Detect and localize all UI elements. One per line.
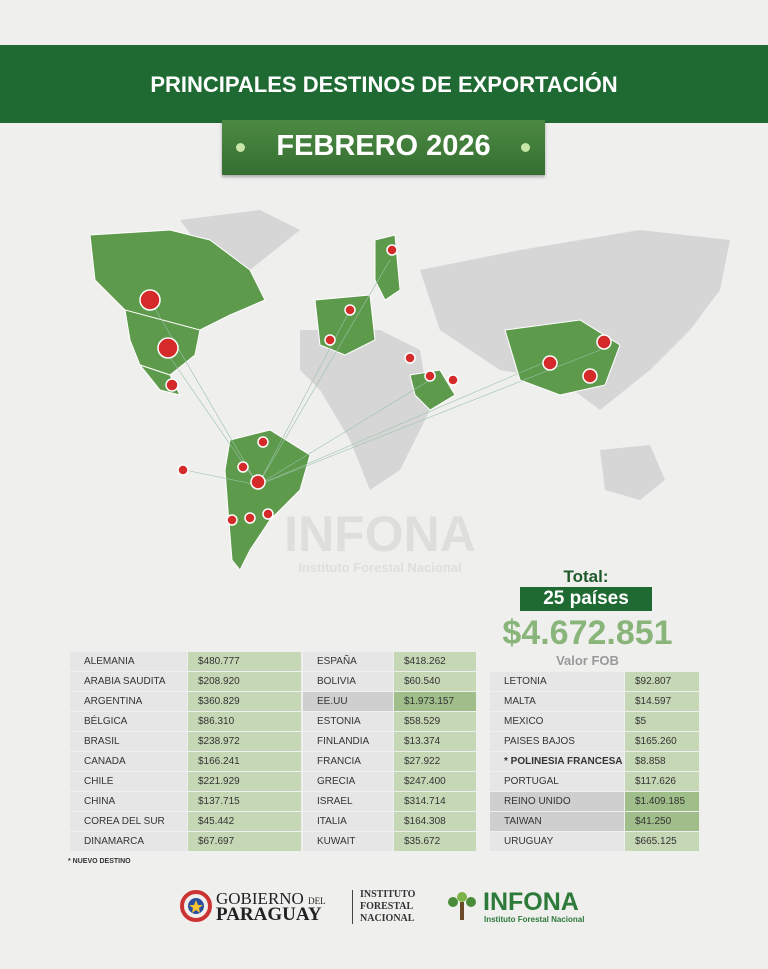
value: $418.262 xyxy=(394,652,476,671)
country: FINLANDIA xyxy=(303,732,393,751)
value: $14.597 xyxy=(625,692,699,711)
country: ITALIA xyxy=(303,812,393,831)
inst-line: FORESTAL xyxy=(360,901,414,912)
value: $164.308 xyxy=(394,812,476,831)
watermark-subtitle: Instituto Forestal Nacional xyxy=(298,560,462,575)
value: $86.310 xyxy=(188,712,301,731)
value: $360.829 xyxy=(188,692,301,711)
country: ISRAEL xyxy=(303,792,393,811)
country: COREA DEL SUR xyxy=(70,812,187,831)
value: $27.922 xyxy=(394,752,476,771)
header-band xyxy=(0,45,768,123)
country: MEXICO xyxy=(490,712,624,731)
country: ARGENTINA xyxy=(70,692,187,711)
country: MALTA xyxy=(490,692,624,711)
value: $45.442 xyxy=(188,812,301,831)
period: FEBRERO 2026 xyxy=(276,130,491,162)
country: CHILE xyxy=(70,772,187,791)
country: FRANCIA xyxy=(303,752,393,771)
country: CHINA xyxy=(70,792,187,811)
country: LETONIA xyxy=(490,672,624,691)
country: BOLIVIA xyxy=(303,672,393,691)
gov-emblem xyxy=(180,890,212,922)
value: $665.125 xyxy=(625,832,699,851)
country: KUWAIT xyxy=(303,832,393,851)
value: $221.929 xyxy=(188,772,301,791)
value: $67.697 xyxy=(188,832,301,851)
gov-del: DEL xyxy=(308,896,326,906)
value: $5 xyxy=(625,712,699,731)
country: ESPAÑA xyxy=(303,652,393,671)
value: $1.409.185 xyxy=(625,792,699,811)
title: PRINCIPALES DESTINOS DE EXPORTACIÓN xyxy=(150,72,618,97)
value: $165.260 xyxy=(625,732,699,751)
infona-sub: Instituto Forestal Nacional xyxy=(484,915,585,924)
value: $208.920 xyxy=(188,672,301,691)
unit: Valor FOB xyxy=(556,653,619,668)
value: $166.241 xyxy=(188,752,301,771)
inst-name: INSTITUTO FORESTAL NACIONAL xyxy=(360,889,415,925)
value: $60.540 xyxy=(394,672,476,691)
value: $13.374 xyxy=(394,732,476,751)
total-label: Total: xyxy=(563,567,609,586)
amount: $4.672.851 xyxy=(502,614,673,652)
country: ESTONIA xyxy=(303,712,393,731)
value: $137.715 xyxy=(188,792,301,811)
value: $92.807 xyxy=(625,672,699,691)
value: $117.626 xyxy=(625,772,699,791)
value: $8.858 xyxy=(625,752,699,771)
dot xyxy=(521,143,530,152)
dot xyxy=(236,143,245,152)
value: $41.250 xyxy=(625,812,699,831)
value: $58.529 xyxy=(394,712,476,731)
country: GRECIA xyxy=(303,772,393,791)
inst-line: NACIONAL xyxy=(360,913,415,924)
country: REINO UNIDO xyxy=(490,792,624,811)
country: BRASIL xyxy=(70,732,187,751)
value: $247.400 xyxy=(394,772,476,791)
country: URUGUAY xyxy=(490,832,624,851)
gov-line2: PARAGUAY xyxy=(216,904,322,925)
value: $35.672 xyxy=(394,832,476,851)
country: PORTUGAL xyxy=(490,772,624,791)
inst-line: INSTITUTO xyxy=(360,889,416,900)
note: * NUEVO DESTINO xyxy=(68,858,131,865)
country: EE.UU xyxy=(303,692,393,711)
value: $480.777 xyxy=(188,652,301,671)
routes xyxy=(149,259,601,486)
divider xyxy=(352,890,353,924)
infona: INFONA xyxy=(483,888,579,916)
value: $314.714 xyxy=(394,792,476,811)
infona-logo xyxy=(448,892,476,920)
country: DINAMARCA xyxy=(70,832,187,851)
value: $238.972 xyxy=(188,732,301,751)
country: PAISES BAJOS xyxy=(490,732,624,751)
country: CANADA xyxy=(70,752,187,771)
period-box xyxy=(222,120,545,175)
gov-line1: GOBIERNO DEL xyxy=(216,889,326,909)
pins xyxy=(139,244,612,526)
country: ALEMANIA xyxy=(70,652,187,671)
gov-word: GOBIERNO xyxy=(216,889,304,908)
value: $1.973.157 xyxy=(394,692,476,711)
count: 25 países xyxy=(520,587,652,611)
country: * POLINESIA FRANCESA xyxy=(490,752,624,771)
country: ARABIA SAUDITA xyxy=(70,672,187,691)
country: BÉLGICA xyxy=(70,712,187,731)
world-map xyxy=(89,210,730,571)
country: TAIWAN xyxy=(490,812,624,831)
watermark-title: INFONA xyxy=(284,506,476,562)
